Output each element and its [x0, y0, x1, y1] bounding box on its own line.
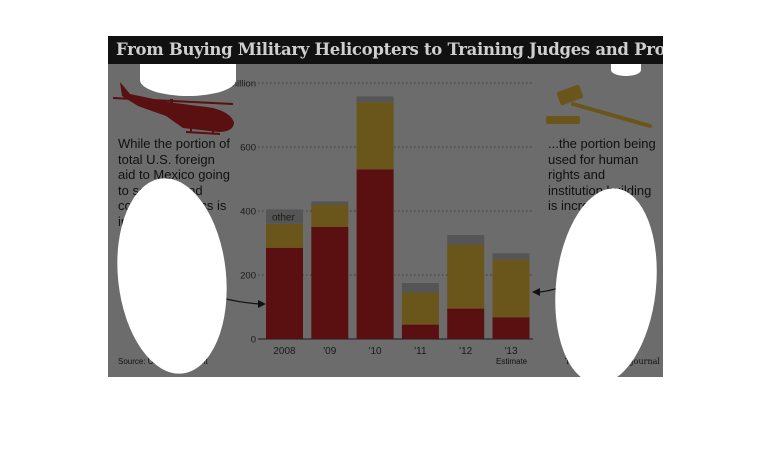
bar-segment — [266, 247, 303, 339]
left-arrowhead — [258, 300, 266, 308]
bar-segment — [356, 102, 394, 170]
bar-segment — [401, 324, 439, 339]
bar-segment — [266, 209, 303, 224]
y-tick-label: 400 — [240, 207, 256, 218]
x-tick-label: '12 — [459, 346, 472, 357]
title-bar: From Buying Military Helicopters to Trai… — [108, 36, 663, 64]
bar-segment — [356, 96, 394, 103]
overlay-blob — [611, 64, 641, 76]
x-tick-label: '13 — [504, 346, 517, 357]
chart-title: From Buying Military Helicopters to Trai… — [116, 40, 663, 59]
bar-segment — [311, 201, 349, 205]
helicopter-icon — [112, 82, 234, 135]
bar-segment — [356, 169, 394, 339]
x-tick-label: 2008 — [273, 346, 296, 357]
x-tick-label: '10 — [369, 346, 382, 357]
bar-segment — [311, 204, 349, 227]
bar-segment — [401, 283, 439, 293]
y-tick-label: 600 — [240, 143, 256, 154]
bar-segment — [311, 227, 349, 339]
other-series-label: other — [272, 213, 295, 224]
x-tick-label: '11 — [414, 346, 427, 357]
y-tick-label: 0 — [251, 335, 256, 346]
overlay-blob — [140, 64, 236, 96]
estimate-label: Estimate — [496, 357, 528, 366]
right-arrowhead — [532, 288, 540, 296]
bar-segment — [266, 223, 303, 248]
x-tick-label: '09 — [323, 346, 336, 357]
gavel-icon — [546, 84, 652, 128]
bar-segment — [447, 308, 485, 339]
bar-segment — [447, 235, 485, 245]
y-tick-label: 200 — [240, 271, 256, 282]
bar-segment — [492, 253, 530, 260]
bar-segment — [492, 259, 530, 318]
bar-segment — [447, 244, 485, 309]
bar-segment — [492, 317, 530, 339]
bar-segment — [401, 292, 439, 325]
